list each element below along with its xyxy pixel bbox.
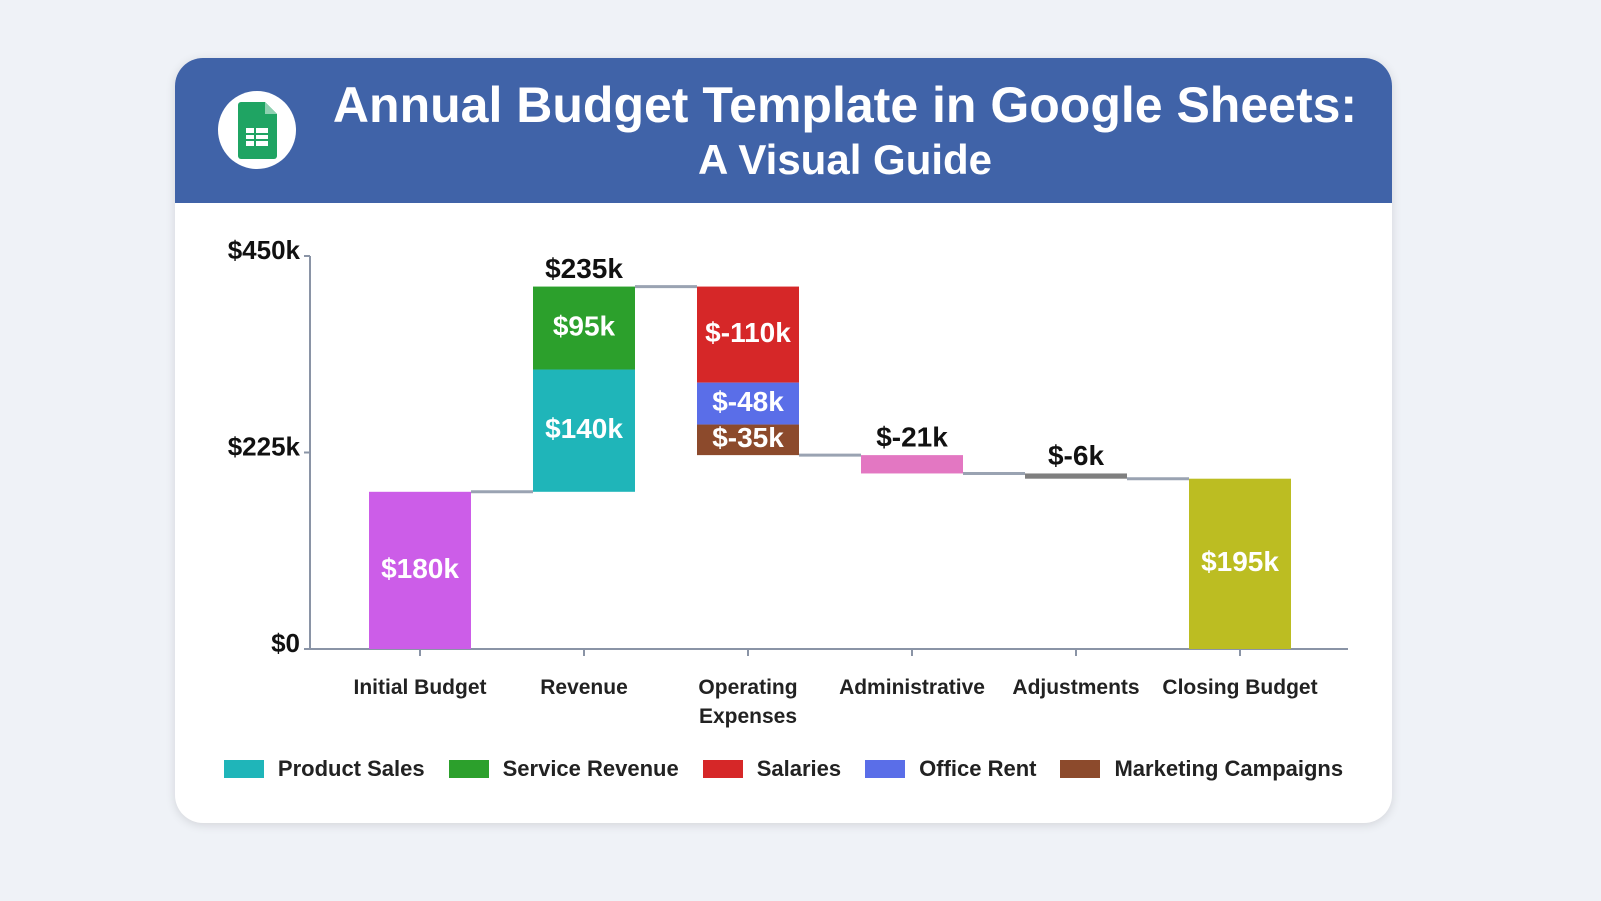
legend-item: Product Sales <box>223 756 425 782</box>
x-tick-label: Revenue <box>540 676 628 699</box>
legend-swatch <box>702 760 743 778</box>
title: Annual Budget Template in Google Sheets: <box>332 77 1358 133</box>
bar <box>1189 478 1291 649</box>
value-label: $195k <box>1201 546 1279 577</box>
value-label: $-21k <box>876 422 948 453</box>
x-tick-label: Operating Expenses <box>698 676 798 728</box>
header: Annual Budget Template in Google Sheets:… <box>175 58 1392 203</box>
x-tick-label: Initial Budget <box>353 676 487 699</box>
bar <box>697 382 799 425</box>
y-tick-label: $0 <box>271 628 300 658</box>
legend-label: Service Revenue <box>502 756 679 781</box>
bar <box>697 424 799 456</box>
bar <box>1025 473 1127 479</box>
legend-item: Service Revenue <box>448 756 679 782</box>
legend-label: Product Sales <box>277 756 425 781</box>
x-tick-label: Closing Budget <box>1162 676 1318 699</box>
legend-label: Salaries <box>756 756 842 781</box>
subtitle: A Visual Guide <box>697 136 993 183</box>
sheets-icon <box>218 91 296 169</box>
legend-label: Office Rent <box>919 756 1037 781</box>
x-tick-label: Administrative <box>839 676 985 699</box>
value-label: $-6k <box>1048 440 1104 471</box>
y-tick-label: $450k <box>228 235 301 265</box>
legend-item: Office Rent <box>865 756 1036 782</box>
value-label: $-48k <box>712 386 784 417</box>
legend-swatch <box>448 760 489 778</box>
legend: Product Sales Service Revenue Salaries Offi… <box>175 756 1392 782</box>
legend-swatch <box>1060 760 1101 778</box>
legend-label: Marketing Campaigns <box>1114 756 1344 781</box>
bar <box>861 455 963 474</box>
value-label: $140k <box>545 413 623 444</box>
bar <box>533 369 635 492</box>
value-label: $180k <box>381 553 459 584</box>
card: Annual Budget Template in Google Sheets:… <box>175 58 1392 823</box>
x-tick-label: Adjustments <box>1012 676 1140 699</box>
y-tick-label: $225k <box>228 431 301 461</box>
legend-item: Salaries <box>702 756 842 782</box>
value-label: $-110k <box>705 317 791 348</box>
sum-label: $235k <box>545 253 623 284</box>
bar <box>369 491 471 649</box>
legend-swatch <box>865 760 906 778</box>
bar <box>697 286 799 383</box>
legend-swatch <box>223 760 264 778</box>
value-label: $-35k <box>712 422 784 453</box>
legend-item: Marketing Campaigns <box>1060 756 1343 782</box>
bar <box>533 286 635 370</box>
value-label: $95k <box>553 310 616 341</box>
